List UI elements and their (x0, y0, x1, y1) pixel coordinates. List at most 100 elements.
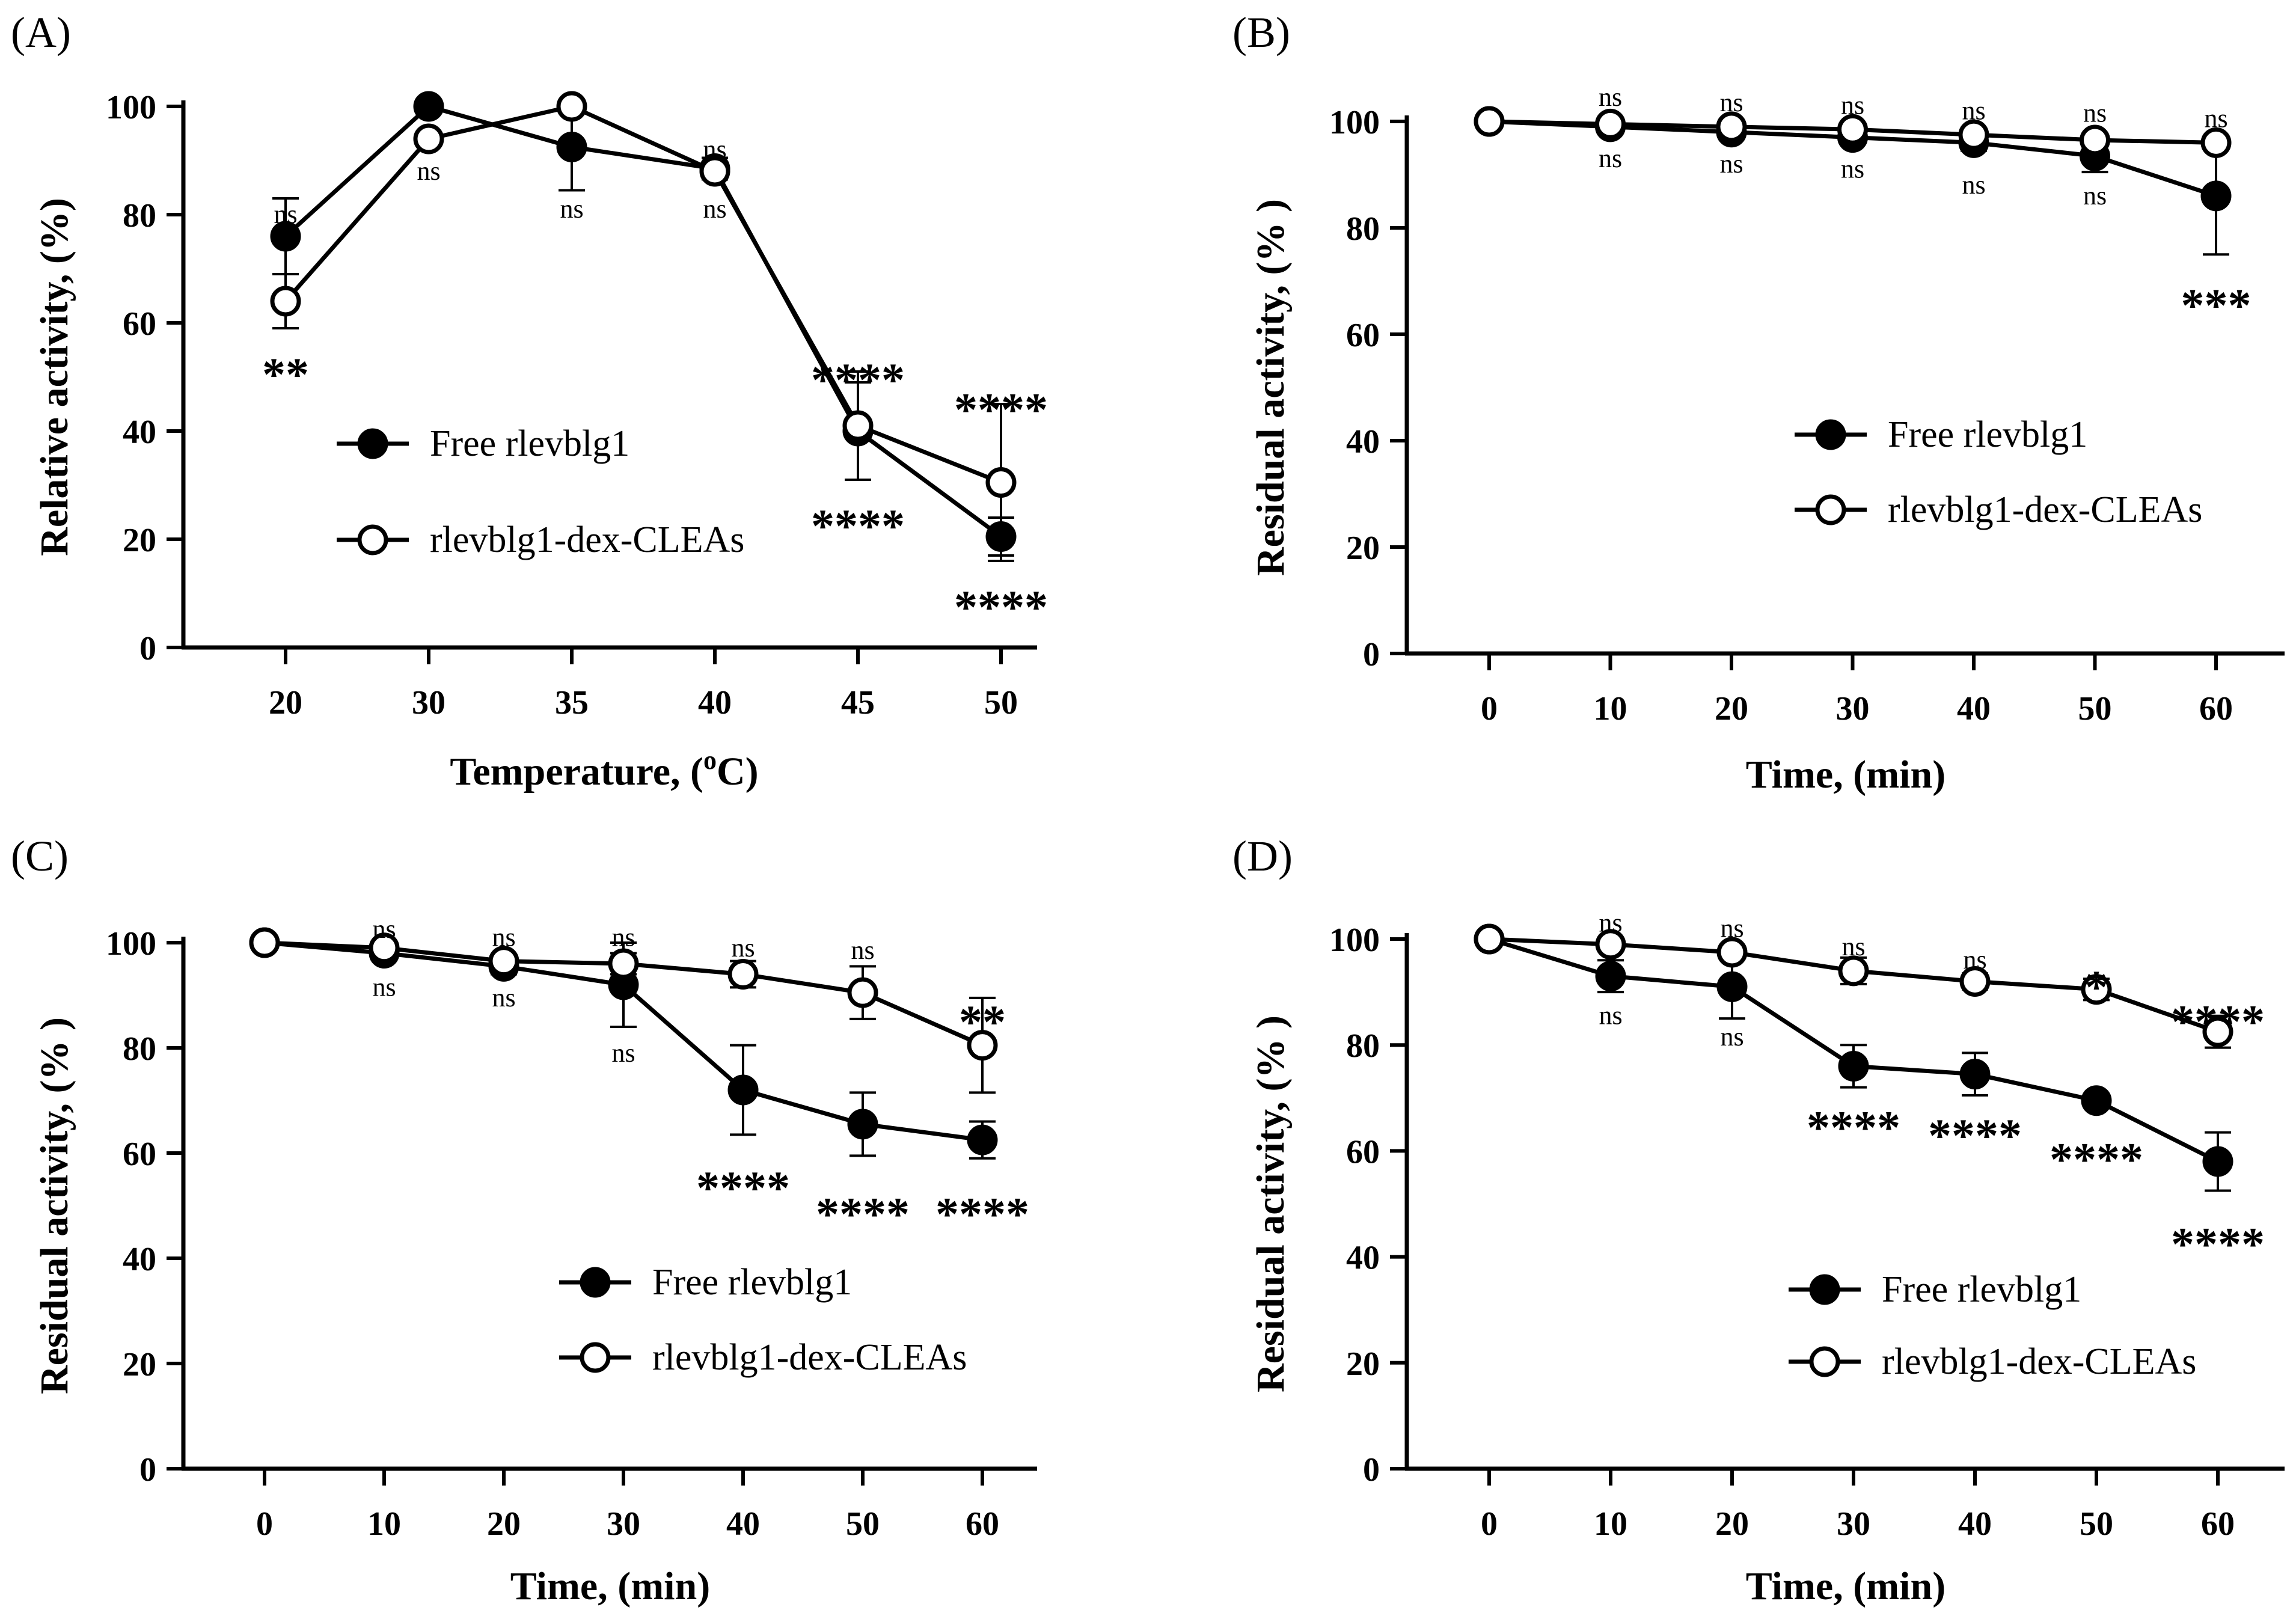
significance-label: **** (2171, 1217, 2265, 1270)
data-point (249, 927, 280, 958)
y-tick-label: 60 (123, 305, 156, 343)
significance-label: ns (1841, 90, 1864, 120)
y-tick-label: 80 (1346, 210, 1380, 248)
legend-entry: rlevblg1-dex-CLEAs (1882, 1341, 2196, 1382)
x-tick-label: 20 (269, 684, 302, 721)
y-tick-label: 100 (1329, 104, 1380, 141)
panel-label: (A) (11, 8, 71, 57)
significance-label: ns (703, 194, 726, 224)
y-tick-label: 100 (106, 925, 156, 963)
x-tick-label: 20 (1715, 690, 1748, 727)
x-tick-label: 0 (1481, 1505, 1498, 1543)
legend-marker-filled (1815, 419, 1846, 450)
data-point (842, 410, 874, 441)
legend-marker-open (1809, 1346, 1840, 1377)
x-tick-label: 30 (1837, 1505, 1870, 1543)
significance-label: ns (1720, 1022, 1743, 1051)
data-point (1595, 108, 1626, 139)
x-axis-title: Time, (min) (1746, 1564, 1945, 1608)
y-tick-label: 0 (1363, 1451, 1380, 1489)
significance-label: ns (1841, 155, 1864, 184)
legend-entry: Free rlevblg1 (430, 423, 629, 464)
legend-entry: rlevblg1-dex-CLEAs (430, 519, 744, 560)
x-tick-label: 20 (487, 1505, 521, 1543)
data-point (1959, 966, 1991, 997)
data-point (2202, 1016, 2233, 1047)
legend-marker-filled (580, 1267, 611, 1298)
data-point (1837, 114, 1868, 145)
significance-label: **** (811, 500, 905, 552)
data-point (556, 132, 587, 162)
significance-label: **** (2171, 995, 2265, 1047)
y-tick-label: 0 (139, 630, 156, 667)
data-point (1958, 119, 1989, 150)
significance-label: ns (1720, 913, 1743, 943)
y-tick-label: 60 (1346, 317, 1380, 354)
legend: Free rlevblg1 rlevblg1-dex-CLEAs (559, 1262, 967, 1378)
data-point (847, 977, 878, 1008)
data-point (488, 946, 519, 977)
x-axis-title: Time, (min) (1746, 753, 1945, 797)
data-point (1474, 923, 1505, 955)
data-point (2202, 1146, 2233, 1177)
significance-label: ns (611, 1038, 635, 1068)
legend: Free rlevblg1 rlevblg1-dex-CLEAs (1789, 1269, 2196, 1382)
data-point (699, 156, 730, 187)
y-tick-label: 100 (1329, 922, 1380, 959)
significance-label: ns (1963, 945, 1986, 975)
legend-entry: Free rlevblg1 (652, 1262, 852, 1303)
x-axis-title-sup: o (703, 745, 717, 775)
significance-label: ns (703, 135, 726, 164)
significance-label: ns (274, 200, 297, 229)
y-tick-label: 100 (106, 89, 156, 126)
significance-label: ns (1599, 144, 1622, 173)
x-axis-title: Temperature, (oC) (450, 745, 758, 794)
significance-label: ns (417, 156, 440, 186)
significance-label: ns (731, 933, 755, 963)
y-tick-label: 80 (1346, 1027, 1380, 1065)
significance-label: **** (954, 581, 1048, 633)
data-point (1716, 937, 1748, 968)
significance-label: ns (1719, 88, 1743, 117)
legend-marker-filled (357, 428, 388, 459)
data-point (985, 467, 1017, 498)
data-point (727, 1074, 759, 1106)
x-tick-label: 10 (367, 1505, 401, 1543)
significance-label: **** (811, 354, 905, 406)
panel-label: (C) (11, 832, 69, 880)
y-tick-label: 20 (1346, 1345, 1380, 1383)
y-tick-label: 0 (139, 1451, 156, 1489)
data-point (608, 948, 639, 979)
significance-label: ns (1962, 96, 1985, 125)
data-point (2081, 974, 2112, 1005)
data-point (847, 1109, 878, 1140)
y-axis-title: Residual activity, (% ) (1249, 1015, 1293, 1392)
significance-label: ** (959, 996, 1006, 1048)
panel-label: (D) (1232, 832, 1293, 880)
y-tick-label: 20 (123, 522, 156, 559)
significance-label: **** (816, 1188, 910, 1240)
significance-label: ns (2083, 181, 2107, 210)
legend-marker-open (1815, 494, 1846, 525)
significance-label: ns (1599, 908, 1622, 938)
x-tick-label: 50 (984, 684, 1018, 721)
significance-label: ns (1962, 170, 1985, 200)
y-tick-label: 40 (123, 1241, 156, 1278)
data-point (1838, 955, 1869, 987)
significance-label: * (2085, 961, 2108, 1013)
significance-label: ns (1841, 932, 1865, 961)
x-tick-label: 60 (966, 1505, 999, 1543)
x-tick-label: 50 (2078, 690, 2112, 727)
significance-label: **** (1928, 1109, 2022, 1162)
x-tick-label: 10 (1594, 690, 1627, 727)
legend-entry: Free rlevblg1 (1882, 1269, 2081, 1310)
x-tick-label: 60 (2199, 690, 2233, 727)
x-tick-label: 50 (2080, 1505, 2113, 1543)
y-axis-title: Residual activity, (% ) (32, 1017, 76, 1394)
data-point (1959, 1059, 1991, 1090)
chart-panel-a: (A) 0 20 40 60 80 100 20 30 35 40 45 50 Temperature, … (11, 8, 1048, 794)
legend-marker-open (580, 1342, 611, 1373)
data-point (2200, 180, 2232, 212)
x-tick-label: 30 (1836, 690, 1870, 727)
